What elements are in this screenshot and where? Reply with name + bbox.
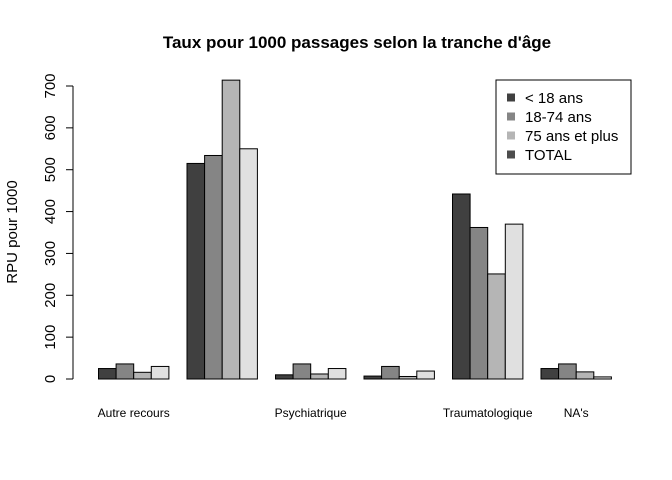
bar <box>275 374 294 380</box>
y-tick-label: 100 <box>42 325 59 350</box>
legend: < 18 ans 18-74 ans 75 ans et plus TOTAL <box>495 79 632 175</box>
bar <box>115 363 135 380</box>
bar <box>133 371 152 380</box>
legend-swatch <box>507 150 515 159</box>
bar <box>98 368 117 380</box>
bar <box>504 223 524 380</box>
y-axis-label: RPU pour 1000 <box>4 180 21 283</box>
y-tick-label: 300 <box>42 241 59 266</box>
y-tick-label: 0 <box>42 375 59 383</box>
bars <box>98 79 612 380</box>
bar <box>150 365 170 380</box>
legend-label: 75 ans et plus <box>525 128 618 145</box>
y-tick-label: 500 <box>42 157 59 182</box>
y-tick-label: 700 <box>42 73 59 98</box>
bar <box>292 363 312 380</box>
bar <box>186 162 206 380</box>
category-label: Psychiatrique <box>275 406 347 420</box>
category-labels: Autre recours Psychiatrique Traumatologiqu… <box>98 406 589 420</box>
bar <box>469 226 489 380</box>
bar <box>363 375 383 380</box>
bar <box>327 368 347 380</box>
legend-label: TOTAL <box>525 147 572 164</box>
y-tick-label: 400 <box>42 199 59 224</box>
category-label: NA's <box>564 406 589 420</box>
legend-swatch <box>507 112 515 121</box>
bar <box>416 370 435 380</box>
bar <box>398 375 418 380</box>
bar <box>593 376 612 380</box>
legend-swatch <box>507 131 515 140</box>
y-axis: 0 100 200 300 400 500 600 700 <box>42 73 74 383</box>
bar <box>558 363 577 380</box>
chart-title: Taux pour 1000 passages selon la tranche… <box>163 33 551 52</box>
category-label: Traumatologique <box>443 406 533 420</box>
legend-label: 18-74 ans <box>525 109 592 126</box>
bar <box>310 373 329 380</box>
legend-swatch <box>507 93 515 102</box>
bar <box>575 371 595 380</box>
category-label: Autre recours <box>98 406 170 420</box>
bar <box>381 365 400 380</box>
bar <box>540 368 560 380</box>
bar <box>221 79 241 380</box>
y-tick-label: 200 <box>42 283 59 308</box>
bar <box>239 148 258 380</box>
bar <box>452 193 471 380</box>
bar <box>487 273 506 380</box>
legend-label: < 18 ans <box>525 90 583 107</box>
y-tick-label: 600 <box>42 115 59 140</box>
legend-box <box>495 79 632 175</box>
bar <box>204 154 223 380</box>
